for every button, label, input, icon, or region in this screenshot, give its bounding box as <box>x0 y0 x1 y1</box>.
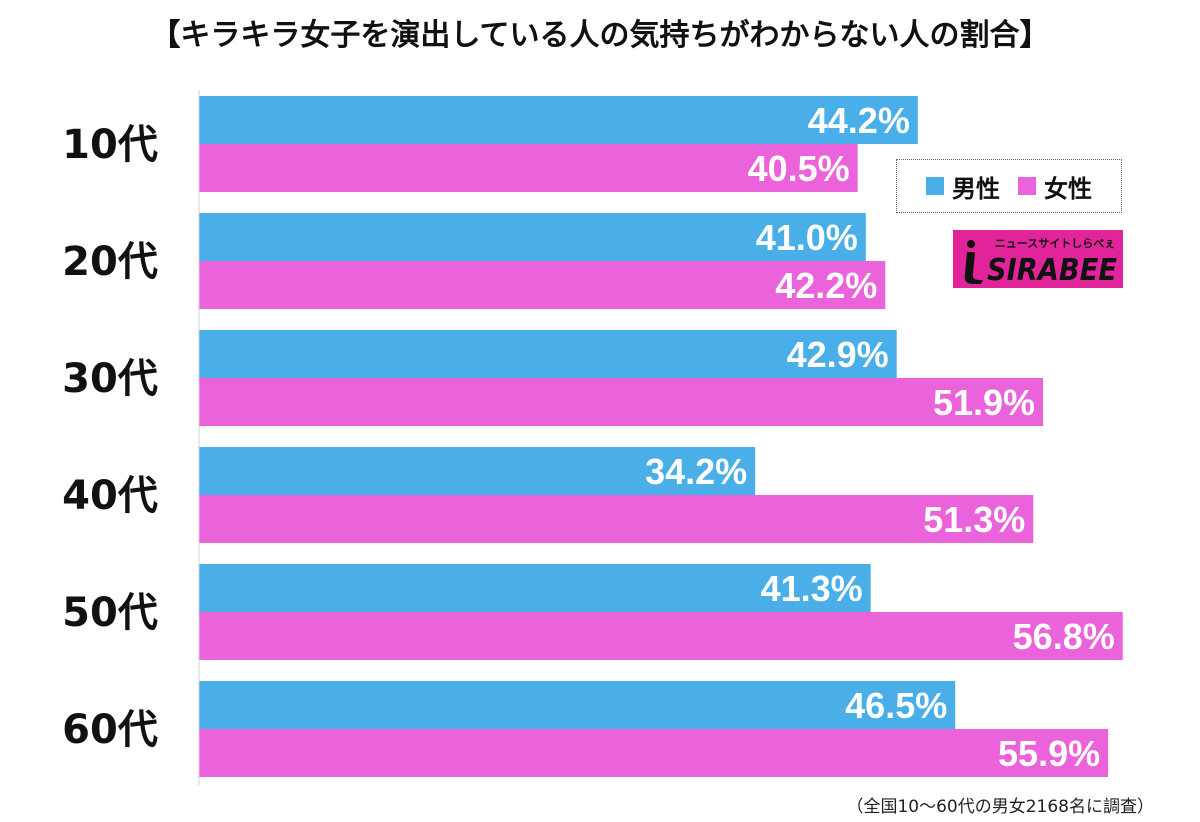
bar-male-5 <box>199 681 956 729</box>
data-label-male-3: 34.2% <box>645 451 747 492</box>
data-label-male-5: 46.5% <box>845 685 947 726</box>
bar-male-4 <box>199 564 871 612</box>
sirabee-logo: ニュースサイトしらべぇ SIRABEE <box>953 230 1123 288</box>
legend-item-female: 女性 <box>1018 169 1092 204</box>
data-label-female-0: 40.5% <box>748 148 850 189</box>
data-label-female-4: 56.8% <box>1013 616 1115 657</box>
legend-swatch-female <box>1018 177 1036 195</box>
bar-female-1 <box>199 261 886 309</box>
category-label-5: 60代 <box>62 707 158 753</box>
data-label-male-4: 41.3% <box>761 568 863 609</box>
data-label-female-2: 51.9% <box>933 382 1035 423</box>
bar-male-3 <box>199 447 756 495</box>
chart-title: 【キラキラ女子を演出している人の気持ちがわからない人の割合】 <box>150 18 1050 53</box>
bar-female-2 <box>199 378 1044 426</box>
data-label-female-3: 51.3% <box>923 499 1025 540</box>
bar-male-1 <box>199 213 866 261</box>
svg-text:ニュースサイトしらべぇ: ニュースサイトしらべぇ <box>995 237 1115 250</box>
data-label-female-5: 55.9% <box>998 733 1100 774</box>
legend: 男性 女性 <box>896 159 1122 213</box>
category-label-2: 30代 <box>62 356 158 402</box>
data-label-female-1: 42.2% <box>775 265 877 306</box>
bar-female-3 <box>199 495 1034 543</box>
legend-label-female: 女性 <box>1044 174 1092 203</box>
category-label-4: 50代 <box>62 590 158 636</box>
category-label-1: 20代 <box>62 239 158 285</box>
bar-female-4 <box>199 612 1123 660</box>
bar-male-2 <box>199 330 897 378</box>
category-label-0: 10代 <box>62 122 158 168</box>
svg-text:SIRABEE: SIRABEE <box>987 253 1117 288</box>
bar-male-0 <box>199 96 918 144</box>
legend-item-male: 男性 <box>926 169 1000 204</box>
footnote: （全国10～60代の男女2168名に調査） <box>846 797 1154 817</box>
legend-label-male: 男性 <box>952 174 1000 203</box>
data-label-male-1: 41.0% <box>756 217 858 258</box>
data-label-male-0: 44.2% <box>808 100 910 141</box>
legend-swatch-male <box>926 177 944 195</box>
bar-female-5 <box>199 729 1109 777</box>
data-label-male-2: 42.9% <box>787 334 889 375</box>
bar-female-0 <box>199 144 858 192</box>
category-label-3: 40代 <box>62 473 158 519</box>
